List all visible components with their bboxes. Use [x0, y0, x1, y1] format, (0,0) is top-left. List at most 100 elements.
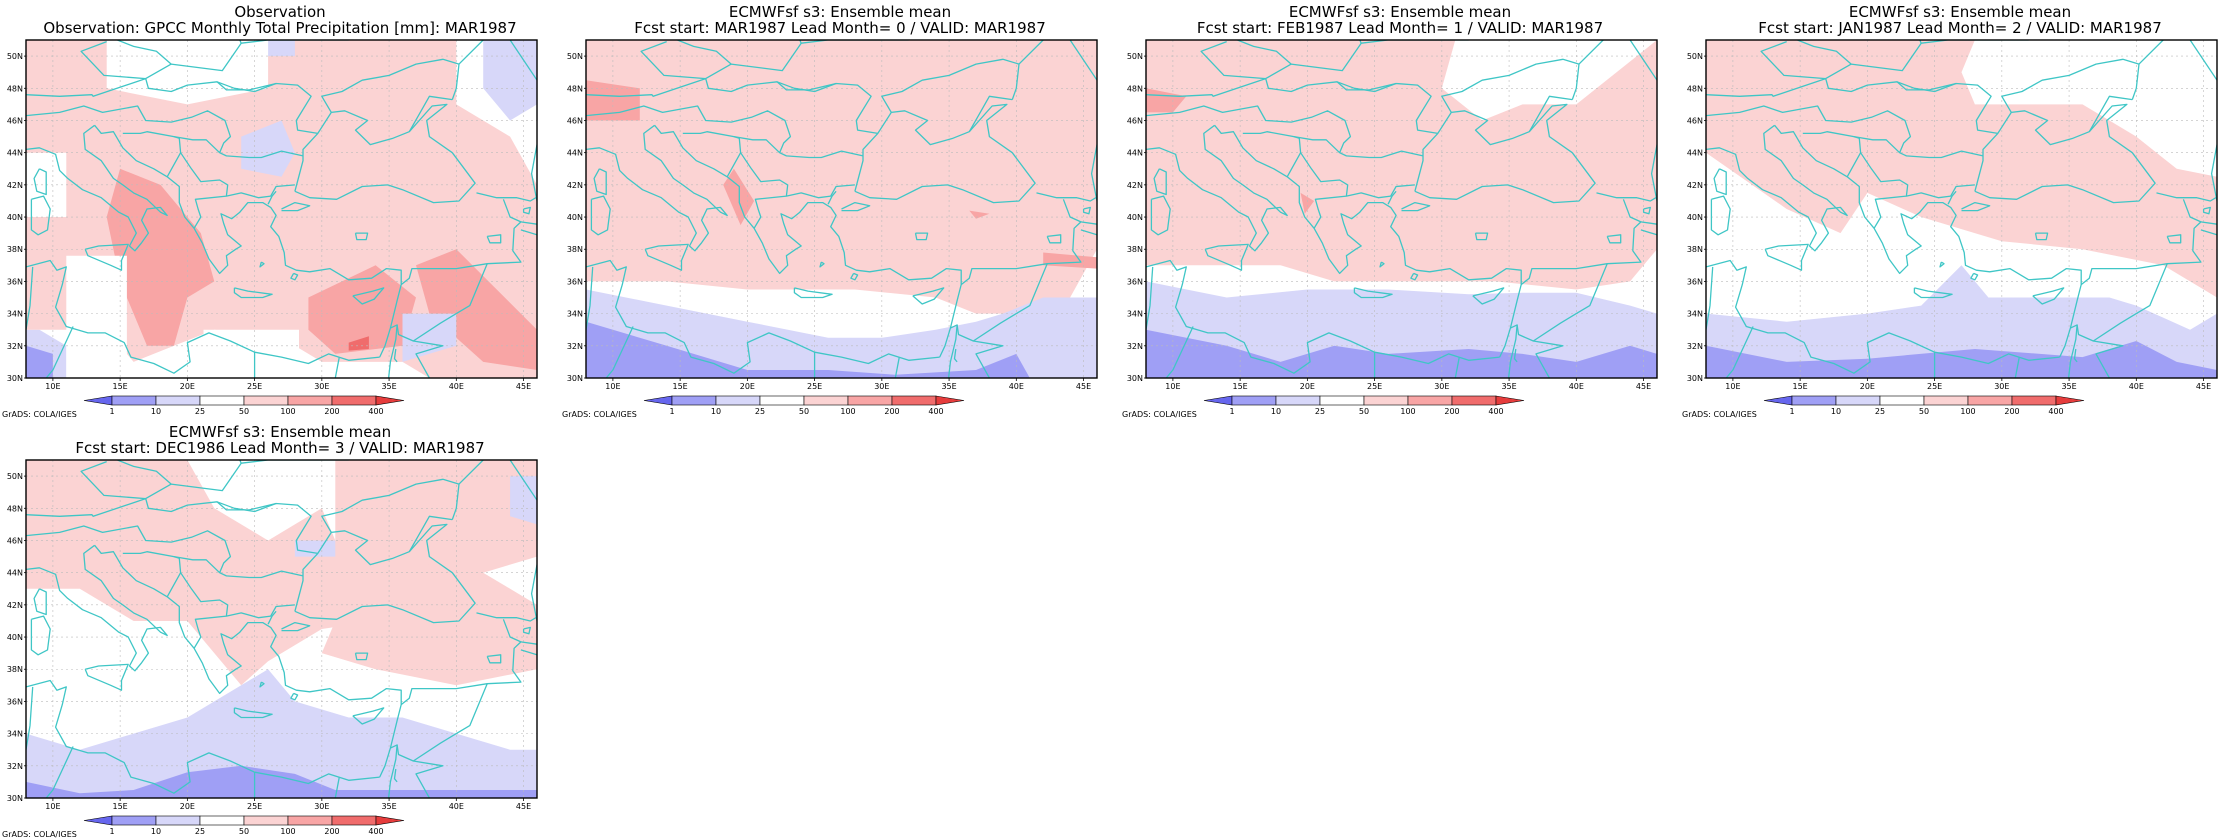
- precip-area: [1146, 329, 1657, 378]
- colorbar-label: 10: [151, 407, 161, 416]
- coastline: [1606, 234, 1622, 244]
- precip-shading: [586, 40, 1097, 378]
- precip-area: [586, 40, 1097, 314]
- lat-tick-label: 30N: [7, 794, 23, 803]
- map-layers: 30N 32N 34N 36N 38N 40N 42N 44N 46N 48N 50N 10E 15E 2…: [7, 459, 538, 836]
- lat-tick-label: 38N: [1127, 245, 1143, 254]
- coastline: [1642, 206, 1651, 215]
- colorbar-segment: [1363, 395, 1409, 406]
- map-panel-lead-1: ECMWFsf s3: Ensemble mean Fcst start: FE…: [1120, 0, 1680, 420]
- country-border: [241, 40, 349, 44]
- coastline: [912, 287, 945, 305]
- colorbar-segment: [1319, 395, 1365, 406]
- colorbar-label: 100: [280, 407, 295, 416]
- lon-tick-label: 30E: [1434, 382, 1449, 391]
- coastline: [2032, 287, 2065, 305]
- country-border: [413, 760, 444, 798]
- coastlines: [1706, 40, 2217, 378]
- coastline: [914, 232, 929, 241]
- country-border: [2067, 324, 2078, 378]
- country-border: [180, 152, 229, 229]
- colorbar-label: 25: [195, 827, 205, 836]
- coastlines: [26, 40, 537, 378]
- colorbar-label: 1: [669, 407, 674, 416]
- grads-credit: GrADS: COLA/IGES: [1122, 410, 1197, 419]
- coastline: [586, 259, 940, 374]
- coastline: [1353, 287, 1393, 299]
- colorbar-label: 100: [1960, 407, 1975, 416]
- coastline: [26, 679, 380, 794]
- lat-tick-label: 38N: [7, 665, 23, 674]
- lon-tick-label: 25E: [247, 382, 262, 391]
- lon-tick-label: 30E: [314, 802, 329, 811]
- coastline: [26, 259, 380, 374]
- colorbar-label: 10: [151, 827, 161, 836]
- lon-tick-label: 15E: [673, 382, 688, 391]
- colorbar-segment: [111, 395, 157, 406]
- lat-tick-label: 36N: [567, 277, 583, 286]
- lat-tick-label: 46N: [1127, 116, 1143, 125]
- colorbar-label: 25: [195, 407, 205, 416]
- country-border: [740, 152, 789, 229]
- country-border: [1165, 326, 1194, 378]
- country-border: [216, 501, 277, 513]
- colorbar-segment: [1791, 395, 1837, 406]
- country-border: [1237, 40, 1292, 65]
- lat-tick-label: 32N: [1127, 342, 1143, 351]
- lat-tick-label: 46N: [7, 536, 23, 545]
- lon-tick-label: 15E: [113, 802, 128, 811]
- gridlines: [26, 40, 537, 378]
- lat-tick-label: 46N: [7, 116, 23, 125]
- country-border: [408, 95, 453, 133]
- country-border: [26, 686, 34, 750]
- lat-tick-label: 48N: [7, 84, 23, 93]
- country-border: [226, 184, 295, 199]
- map-panel-observation: Observation Observation: GPCC Monthly To…: [0, 0, 560, 420]
- colorbar-segment: [375, 815, 405, 826]
- precip-shading: [1146, 40, 1657, 378]
- country-border: [2088, 95, 2133, 133]
- country-border: [1760, 40, 1922, 80]
- country-border: [640, 40, 802, 80]
- country-border: [173, 555, 221, 574]
- country-border: [1336, 81, 1397, 93]
- coastline: [841, 201, 871, 212]
- colorbar-segment: [199, 815, 245, 826]
- country-border: [458, 40, 484, 65]
- colorbar-label: 100: [1400, 407, 1415, 416]
- coastline: [290, 272, 299, 281]
- colorbar-label: 1: [1789, 407, 1794, 416]
- country-border: [267, 190, 277, 205]
- panel-subtitle: Fcst start: JAN1987 Lead Month= 2 / VALI…: [1758, 19, 2162, 37]
- coastline: [393, 348, 398, 363]
- grads-credit: GrADS: COLA/IGES: [2, 410, 77, 419]
- map-layers: 30N 32N 34N 36N 38N 40N 42N 44N 46N 48N 50N 10E 15E 2…: [7, 39, 538, 416]
- country-border: [26, 525, 304, 579]
- panel-title: ECMWFsf s3: Ensemble mean: [168, 423, 392, 441]
- precipitation-map: 30N 32N 34N 36N 38N 40N 42N 44N 46N 48N 50N 10E 15E 2…: [7, 39, 538, 416]
- coastline: [30, 615, 51, 656]
- coastline: [94, 124, 402, 358]
- country-border: [1018, 40, 1044, 65]
- lat-tick-label: 34N: [1127, 310, 1143, 319]
- lat-tick-label: 40N: [7, 213, 23, 222]
- coastline: [2034, 232, 2049, 241]
- coastline: [644, 243, 689, 271]
- coastline: [2014, 356, 2020, 378]
- lat-tick-label: 36N: [7, 277, 23, 286]
- precip-area: [1300, 192, 1315, 214]
- precipitation-map: 30N 32N 34N 36N 38N 40N 42N 44N 46N 48N 50N 10E 15E 2…: [1687, 39, 2218, 416]
- coastlines: [1146, 40, 1657, 378]
- coastline: [1454, 356, 1460, 378]
- precip-area: [416, 249, 537, 370]
- lon-tick-label: 10E: [1165, 382, 1180, 391]
- colorbar-segment: [287, 815, 333, 826]
- colorbar: 1 10 25 50 100 200 400: [1763, 395, 2085, 416]
- country-border: [2080, 199, 2202, 286]
- coastline: [1706, 124, 1848, 252]
- precip-area: [26, 345, 53, 378]
- coastline: [352, 287, 385, 305]
- colorbar-label: 50: [1359, 407, 1369, 416]
- lat-tick-label: 34N: [1687, 310, 1703, 319]
- colorbar-label: 400: [928, 407, 943, 416]
